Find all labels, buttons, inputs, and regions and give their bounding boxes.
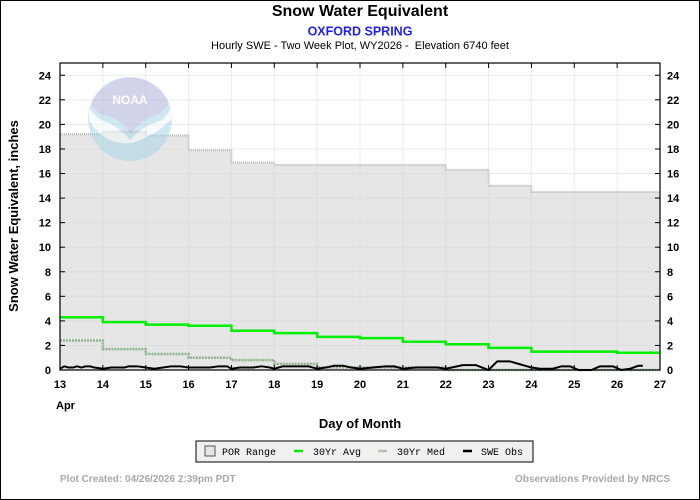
x-tick-label: 14	[97, 379, 110, 391]
y-tick-label-left: 0	[45, 365, 51, 377]
y-tick-label-right: 12	[667, 218, 679, 230]
por-range-area	[60, 131, 660, 370]
noaa-logo: NOAA	[88, 77, 172, 161]
y-tick-label-left: 4	[45, 316, 52, 328]
median-30yr-line	[60, 339, 660, 372]
y-tick-label-left: 16	[39, 169, 51, 181]
data-source-credit: Observations Provided by NRCS	[515, 474, 670, 485]
y-tick-label-left: 18	[39, 144, 51, 156]
y-tick-label-left: 10	[39, 242, 51, 254]
legend-item-30yr-med: 30Yr Med	[378, 447, 445, 459]
x-tick-label: 20	[354, 379, 366, 391]
legend-label-30yr-med: 30Yr Med	[397, 447, 445, 459]
legend-box	[195, 440, 534, 463]
x-tick-label: 17	[225, 379, 237, 391]
x-tick-label: 23	[482, 379, 494, 391]
y-tick-label-right: 20	[667, 119, 679, 131]
legend-item-por-range: POR Range	[204, 445, 276, 459]
x-tick-label: 27	[654, 379, 666, 391]
legend-item-30yr-avg: 30Yr Avg	[294, 448, 361, 459]
legend-label-30yr-avg: 30Yr Avg	[313, 448, 361, 459]
x-axis-title: Day of Month	[319, 416, 401, 431]
y-tick-label-left: 22	[39, 95, 51, 107]
y-tick-label-right: 0	[667, 365, 673, 377]
y-tick-label-left: 2	[45, 340, 51, 352]
x-tick-label: 15	[140, 379, 152, 391]
legend-label-swe-obs: SWE Obs	[481, 447, 523, 459]
station-name: OXFORD SPRING	[308, 25, 413, 39]
x-month-label: Apr	[56, 400, 76, 412]
y-tick-label-left: 12	[39, 218, 51, 230]
y-tick-label-right: 18	[667, 144, 679, 156]
plot-created-timestamp: Plot Created: 04/26/2026 2:39pm PDT	[60, 474, 236, 485]
x-tick-label: 26	[611, 379, 623, 391]
x-tick-label: 19	[311, 379, 323, 391]
legend-swatch-por-range	[204, 445, 216, 457]
y-tick-label-left: 14	[39, 193, 52, 205]
x-tick-label: 13	[54, 379, 66, 391]
x-tick-label: 21	[397, 379, 409, 391]
average-30yr-line	[60, 315, 660, 355]
y-tick-label-right: 24	[667, 70, 680, 82]
axis-ticks	[60, 63, 660, 370]
legend-label-por-range: POR Range	[222, 448, 276, 459]
x-tick-label: 24	[525, 379, 538, 391]
noaa-logo-text: NOAA	[112, 93, 148, 107]
noaa-logo-upper	[91, 77, 169, 134]
y-tick-label-left: 6	[45, 291, 51, 303]
y-tick-label-right: 8	[667, 267, 673, 279]
x-tick-label: 25	[568, 379, 580, 391]
x-tick-label: 16	[182, 379, 194, 391]
y-tick-label-left: 24	[39, 70, 52, 82]
grid	[60, 63, 660, 370]
noaa-logo-gull	[89, 108, 172, 144]
y-tick-label-right: 2	[667, 340, 673, 352]
y-tick-label-right: 14	[667, 193, 680, 205]
chart-subtitle: Hourly SWE - Two Week Plot, WY2026 - Ele…	[211, 40, 509, 52]
y-tick-label-right: 4	[667, 316, 674, 328]
y-tick-label-right: 16	[667, 169, 679, 181]
y-tick-label-right: 10	[667, 242, 679, 254]
x-tick-label: 18	[268, 379, 280, 391]
y-tick-label-left: 20	[39, 119, 51, 131]
chart-title: Snow Water Equivalent	[272, 3, 449, 20]
legend: POR Range 30Yr Avg 30Yr Med SWE Obs	[195, 440, 534, 463]
y-tick-label-right: 22	[667, 95, 679, 107]
y-tick-label-right: 6	[667, 291, 673, 303]
axis-tick-labels: 13 14 15 16 17 18 19 20 21 22 23 24 25 26 270 02 24 46 68 8…	[39, 70, 680, 391]
legend-item-swe-obs: SWE Obs	[463, 447, 523, 459]
y-axis-title: Snow Water Equivalent, inches	[6, 120, 21, 312]
y-tick-label-left: 8	[45, 267, 51, 279]
x-tick-label: 22	[440, 379, 452, 391]
